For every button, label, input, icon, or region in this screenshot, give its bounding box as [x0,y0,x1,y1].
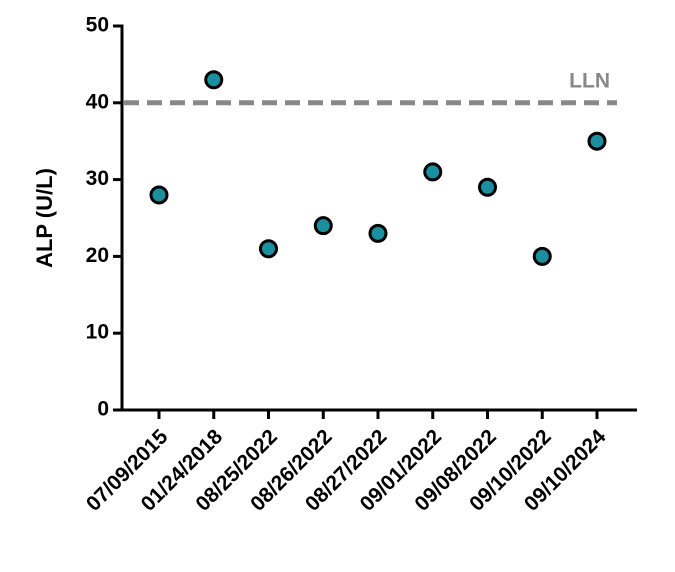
data-point [587,131,607,151]
data-point [478,177,497,197]
data-point [532,246,552,266]
data-point [204,70,224,90]
data-point [259,239,278,259]
y-tick-label: 30 [86,167,109,190]
y-tick-label: 40 [86,90,109,113]
data-point [313,216,333,236]
reference-label: LLN [569,69,610,92]
y-tick-label: 50 [86,14,109,37]
data-point [149,185,169,205]
data-point [368,223,388,243]
y-tick-label: 0 [97,398,109,421]
data-point [423,162,443,182]
y-tick-label: 20 [86,244,109,267]
y-tick-label: 10 [86,321,109,344]
y-axis-label: ALP (U/L) [32,168,57,268]
